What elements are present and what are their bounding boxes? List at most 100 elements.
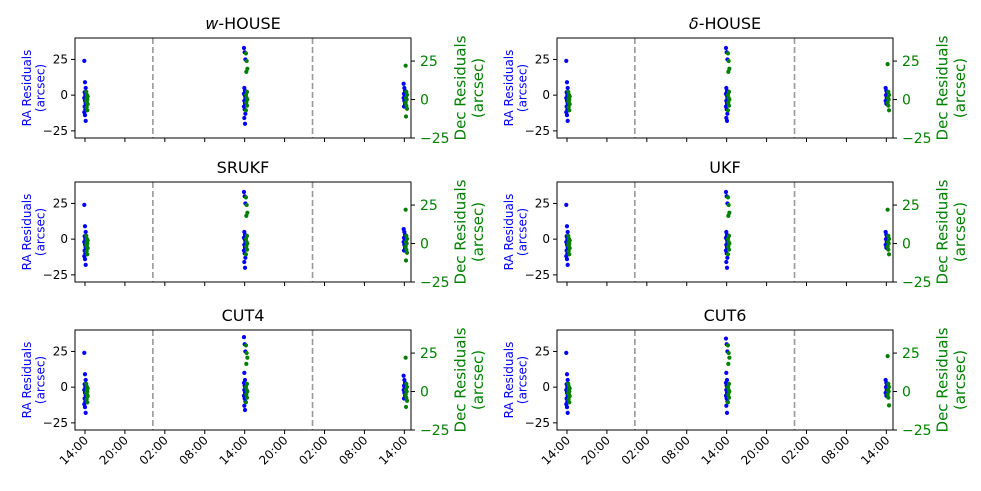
ra-ylabel-line1: RA Residuals bbox=[502, 50, 516, 127]
ra-ylabel-line2: (arcsec) bbox=[34, 356, 48, 404]
dec-residual-point bbox=[404, 398, 410, 403]
ra-residual-point bbox=[242, 265, 248, 270]
ra-ytick-label: 25 bbox=[53, 344, 68, 358]
dec-ytick-label: 25 bbox=[420, 346, 438, 362]
ra-residual-point bbox=[564, 350, 569, 355]
dec-residual-point bbox=[886, 403, 892, 408]
dec-residual-point bbox=[725, 195, 731, 200]
ra-ytick-label: 25 bbox=[53, 196, 68, 210]
ra-residual-point bbox=[564, 224, 570, 229]
ra-residual-point bbox=[724, 403, 729, 408]
ra-residual-point bbox=[725, 111, 730, 116]
ra-residual-point bbox=[242, 115, 247, 121]
ra-residual-point bbox=[564, 372, 570, 377]
dec-residual-point bbox=[726, 247, 732, 252]
ra-residual-point bbox=[564, 113, 570, 118]
dec-ylabel-line2: (arcsec) bbox=[951, 350, 969, 410]
dec-residual-point bbox=[244, 361, 249, 366]
ra-residual-point bbox=[723, 336, 729, 341]
ra-residual-point bbox=[401, 81, 406, 86]
dec-residual-point bbox=[244, 69, 249, 74]
ra-ylabel-line1: RA Residuals bbox=[20, 342, 34, 419]
xtick-label: 02:00 bbox=[296, 433, 330, 467]
ra-ylabel-line2: (arcsec) bbox=[34, 64, 48, 112]
axes-frame bbox=[74, 181, 412, 283]
ra-residual-point bbox=[565, 85, 570, 91]
dec-residual-point bbox=[726, 58, 731, 64]
ra-residual-point bbox=[83, 377, 88, 383]
subplot-title-text: UKF bbox=[709, 158, 740, 177]
ra-residual-point bbox=[242, 403, 247, 408]
ra-ytick-label: −25 bbox=[525, 416, 550, 430]
subplot-title: w-HOUSE bbox=[205, 14, 280, 33]
subplot-title-prefix: w bbox=[205, 14, 219, 33]
ra-residual-point bbox=[725, 255, 730, 260]
ra-residual-point bbox=[82, 257, 88, 262]
dec-residual-point bbox=[886, 108, 892, 113]
dec-residual-point bbox=[886, 252, 892, 257]
dec-residual-point bbox=[404, 106, 410, 111]
dec-ylabel: Dec Residuals(arcsec) bbox=[452, 327, 487, 432]
dec-residual-point bbox=[403, 63, 408, 68]
dec-ytick-label: 0 bbox=[902, 237, 911, 253]
dec-ylabel-line1: Dec Residuals bbox=[934, 327, 952, 432]
ra-residual-point bbox=[724, 370, 729, 375]
dec-residual-point bbox=[886, 247, 891, 252]
dec-residual-point bbox=[243, 195, 249, 200]
dec-ylabel-line1: Dec Residuals bbox=[452, 179, 470, 284]
xtick-label: 02:00 bbox=[137, 433, 171, 467]
dec-ylabel-line2: (arcsec) bbox=[469, 350, 487, 410]
ra-residual-point bbox=[565, 229, 570, 235]
ra-ylabel-line2: (arcsec) bbox=[34, 208, 48, 256]
xtick-label: 08:00 bbox=[659, 433, 693, 467]
dec-residual-point bbox=[726, 350, 731, 356]
dec-ytick-label: 0 bbox=[420, 93, 429, 109]
ra-residual-point bbox=[724, 410, 730, 415]
ra-residual-point bbox=[401, 373, 406, 378]
dec-ytick-label: 0 bbox=[902, 93, 911, 109]
subplot-title: UKF bbox=[709, 158, 740, 177]
dec-ylabel-line1: Dec Residuals bbox=[934, 179, 952, 284]
ra-residual-point bbox=[241, 335, 247, 340]
ra-residual-point bbox=[243, 111, 248, 116]
dec-residual-point bbox=[726, 69, 731, 74]
ra-ylabel-line2: (arcsec) bbox=[516, 356, 530, 404]
ra-ylabel: RA Residuals(arcsec) bbox=[502, 50, 530, 127]
ra-residual-point bbox=[724, 265, 730, 270]
dec-residual-point bbox=[85, 108, 90, 113]
dec-residual-point bbox=[244, 395, 250, 400]
dec-ytick-label: 0 bbox=[902, 385, 911, 401]
dec-residual-point bbox=[886, 395, 891, 400]
dec-ytick-label: 25 bbox=[902, 198, 920, 214]
dec-residual-point bbox=[244, 247, 250, 252]
ra-ylabel: RA Residuals(arcsec) bbox=[20, 50, 48, 127]
dec-residual-point bbox=[725, 343, 731, 348]
ra-ytick-label: 25 bbox=[53, 52, 68, 66]
dec-residual-point bbox=[567, 108, 572, 113]
dec-residual-point bbox=[404, 250, 410, 255]
dec-ylabel-line1: Dec Residuals bbox=[934, 35, 952, 140]
ra-residual-point bbox=[242, 259, 247, 265]
dec-residual-point bbox=[244, 103, 250, 108]
xtick-label: 02:00 bbox=[778, 433, 812, 467]
dec-ytick-label: −25 bbox=[420, 423, 450, 439]
ra-ylabel-line1: RA Residuals bbox=[502, 194, 516, 271]
dec-residual-point bbox=[726, 103, 732, 108]
dec-residual-point bbox=[243, 400, 249, 405]
ra-residual-point bbox=[82, 58, 87, 63]
ra-ytick-label: 25 bbox=[535, 196, 550, 210]
ra-residual-point bbox=[242, 407, 248, 413]
axes-frame bbox=[556, 37, 894, 139]
dec-residual-point bbox=[244, 213, 249, 218]
ra-residual-point bbox=[241, 45, 247, 51]
ra-ytick-label: −25 bbox=[43, 416, 68, 430]
ra-residual-point bbox=[564, 405, 570, 410]
ra-ylabel: RA Residuals(arcsec) bbox=[502, 194, 530, 271]
ra-residual-point bbox=[83, 118, 88, 123]
subplot-title-text: CUT4 bbox=[222, 306, 265, 325]
ra-ytick-label: 0 bbox=[60, 232, 68, 246]
xtick-label: 08:00 bbox=[818, 433, 852, 467]
ra-residual-point bbox=[565, 118, 570, 123]
ra-ytick-label: 25 bbox=[535, 344, 550, 358]
